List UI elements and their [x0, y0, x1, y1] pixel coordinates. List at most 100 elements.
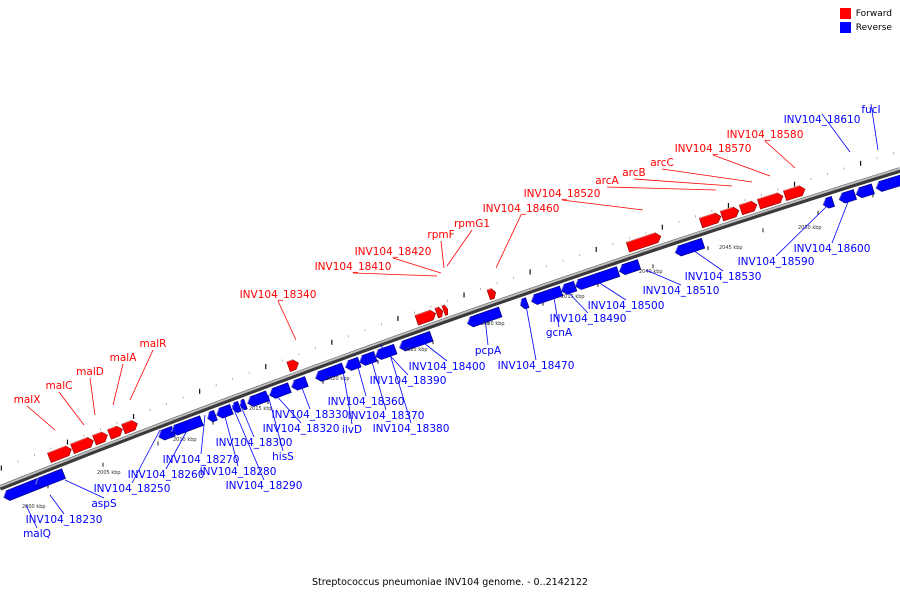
forward-gene-label-leader [112, 363, 124, 406]
reverse-gene-label: pcpA [475, 345, 502, 357]
reverse-gene [618, 259, 642, 276]
reverse-gene [838, 189, 857, 204]
forward-gene [756, 192, 784, 210]
reverse-gene-shine [674, 245, 679, 253]
reverse-gene-label: INV104_18390 [370, 375, 447, 387]
reverse-gene-shine [398, 340, 403, 348]
reverse-gene-label: malQ [23, 528, 51, 540]
forward-gene-label-leader [661, 168, 753, 183]
forward-gene-label-leader [129, 349, 154, 401]
forward-gene [121, 419, 138, 435]
reverse-gene-shine [374, 349, 379, 357]
reverse-gene-label-leader [565, 289, 589, 314]
reverse-gene-label: INV104_18370 [348, 410, 425, 422]
reverse-gene-label: ilvD [342, 424, 362, 436]
tick-label: 2050 kbp [798, 225, 822, 231]
forward-gene [738, 200, 758, 216]
forward-gene-shine [720, 206, 734, 212]
forward-gene-label-leader [440, 240, 445, 269]
reverse-gene-shine [158, 430, 162, 438]
tick-label: 2010 kbp [173, 437, 197, 443]
tick-label: 2000 kbp [22, 504, 46, 510]
reverse-gene-label-leader [231, 404, 265, 481]
reverse-gene-label-leader [131, 429, 161, 484]
reverse-gene-label-leader [831, 201, 849, 244]
reverse-gene-label-leader [645, 269, 682, 286]
forward-gene [719, 206, 740, 222]
forward-gene-label: malC [46, 380, 73, 392]
reverse-gene-label-leader [298, 379, 311, 410]
reverse-gene-label-leader [222, 408, 239, 467]
reverse-gene-shine [560, 284, 565, 292]
forward-gene [625, 232, 662, 253]
label-layer: 2000 kbp 2005 kbp 2010 kbp 2015 kbp 2020 kbp… [14, 103, 881, 540]
reverse-gene-label: INV104_18320 [263, 423, 340, 435]
reverse-gene-label-leader [341, 364, 353, 425]
reverse-gene [875, 174, 900, 192]
reverse-gene [519, 297, 530, 310]
legend-item-forward: Forward [839, 8, 892, 19]
forward-gene [434, 306, 444, 319]
reverse-gene-shine [358, 355, 363, 363]
forward-gene-shine [434, 306, 439, 309]
forward-gene-label-leader [495, 214, 522, 269]
reverse-gene-shine [246, 396, 251, 404]
forward-gene-shine [626, 232, 656, 243]
forward-gene-label: malR [140, 338, 167, 350]
reverse-gene-label: fucI [861, 104, 880, 116]
forward-gene-label-leader [633, 178, 733, 187]
forward-gene-label: rpmF [427, 229, 454, 241]
reverse-gene-shine [206, 411, 210, 419]
reverse-gene-label: INV104_18600 [794, 243, 871, 255]
reverse-gene-label-leader [387, 347, 412, 424]
forward-gene-shine [414, 309, 430, 316]
reverse-gene-label: INV104_18250 [94, 483, 171, 495]
forward-gene-label-leader [712, 154, 771, 177]
backbone-layer [0, 152, 900, 491]
reverse-gene [345, 356, 362, 371]
forward-gene-shine [286, 359, 293, 363]
reverse-gene-label-leader [25, 504, 38, 529]
backbone-shadow [0, 167, 900, 491]
reverse-gene-label: INV104_18380 [373, 423, 450, 435]
forward-gene-shine [486, 287, 492, 291]
forward-gene [286, 359, 299, 372]
reverse-gene [359, 351, 378, 366]
reverse-gene-label: INV104_18290 [226, 480, 303, 492]
forward-gene-label-leader [764, 140, 796, 169]
reverse-gene [171, 415, 204, 436]
legend: Forward Reverse [839, 8, 892, 36]
reverse-gene-label-leader [272, 391, 302, 424]
legend-swatch-reverse [839, 22, 851, 33]
reverse-gene-label-leader [597, 281, 627, 301]
reverse-gene [207, 410, 218, 423]
forward-gene-label: INV104_18420 [355, 246, 432, 258]
forward-gene-shine [699, 212, 716, 219]
reverse-gene-shine [822, 197, 827, 205]
legend-item-reverse: Reverse [839, 22, 892, 33]
reverse-gene-label-leader [484, 317, 489, 346]
backbone-highlight [0, 167, 900, 488]
forward-gene-label-leader [277, 300, 297, 341]
reverse-gene [232, 401, 242, 413]
reverse-gene [240, 398, 248, 411]
forward-gene-shine [70, 436, 88, 445]
forward-gene-shine [92, 431, 102, 436]
reverse-gene-shine [838, 192, 843, 200]
tick-label: 2030 kbp [481, 321, 505, 327]
reverse-gene-label: INV104_18590 [738, 256, 815, 268]
reverse-gene-label-leader [524, 299, 537, 361]
reverse-gene-shine [855, 187, 860, 195]
reverse-gene-label: INV104_18230 [26, 514, 103, 526]
reverse-gene-label: INV104_18400 [409, 361, 486, 373]
reverse-gene-shine [466, 316, 471, 324]
tick-label: 2045 kbp [719, 245, 743, 251]
reverse-gene-label: INV104_18470 [498, 360, 575, 372]
genome-caption: Streptococcus pneumoniae INV104 genome. … [312, 577, 588, 588]
forward-gene-label: malA [110, 352, 138, 364]
forward-gene-label: INV104_18520 [524, 188, 601, 200]
forward-gene-label-leader [392, 257, 442, 274]
forward-gene-label-leader [561, 199, 644, 211]
reverse-gene-shine [3, 490, 7, 498]
